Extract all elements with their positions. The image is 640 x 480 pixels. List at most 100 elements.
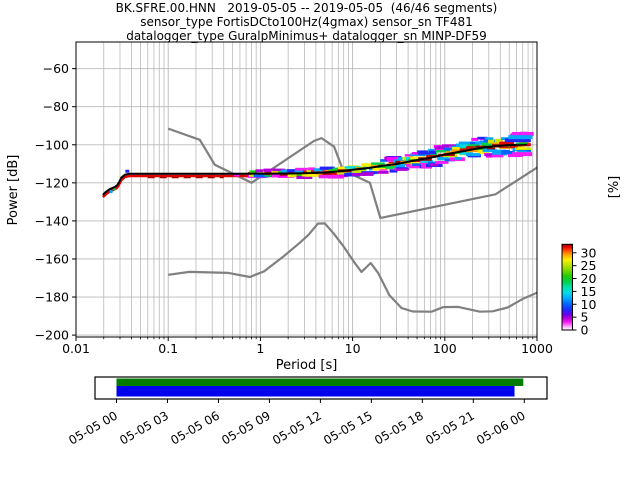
histogram-speck [504,138,531,143]
histogram-cell [397,157,408,161]
histogram-cell [466,146,481,149]
histogram-cell [361,172,374,176]
histogram-cell [386,157,398,161]
histogram-cell [351,173,366,176]
histogram-cell [486,146,495,150]
histogram-cell [338,174,348,178]
histogram-cell [466,149,482,153]
histogram-cell [509,144,518,148]
histogram-cell [385,165,398,169]
histogram-cell [378,171,389,174]
histogram-speck [112,187,116,191]
histogram-cell [517,146,526,150]
y-tick-label: −160 [35,251,69,266]
histogram-cell [443,147,459,151]
x-tick-label: 1000 [521,341,553,356]
x-tick-label: 0.01 [62,341,90,356]
histogram-cell [307,167,316,171]
time-tick-label: 05-05 18 [372,408,426,447]
histogram-cell [253,174,270,178]
x-tick-label: 10 [345,341,361,356]
histogram-cell [454,156,462,160]
histogram-cell [336,171,350,175]
histogram-cell [389,169,398,173]
histogram-cell [482,149,498,153]
grid [75,42,538,337]
histogram-cell [442,144,459,147]
histogram-cell [517,149,532,152]
histogram-cell [277,175,295,178]
histogram-cell [372,168,380,171]
y-tick-label: −180 [35,290,69,305]
histogram-cell [338,166,351,171]
x-tick-label: 0.1 [158,341,178,356]
histogram-cell [263,168,279,172]
histogram-cell [313,168,323,172]
histogram-cell [411,163,422,167]
histogram-cell [477,136,488,140]
histogram-cell [458,141,473,146]
time-tick-label: 05-05 06 [168,408,222,447]
colorbar-tick-label: 20 [581,271,597,286]
histogram-cell [492,151,507,156]
histogram-cell [318,174,336,179]
histogram-cell [492,149,506,153]
x-tick-label: 100 [433,341,457,356]
histogram-cell [427,161,437,166]
histogram-cell [429,163,439,167]
histogram-cell [255,169,269,173]
colorbar-border [561,243,573,331]
segments-bar [116,386,515,397]
y-tick-label: −100 [35,137,69,152]
histogram-cell [488,139,495,144]
time-tick-label: 05-05 21 [423,408,477,447]
histogram-cell [406,164,414,167]
histogram-cell [466,153,481,157]
histogram-speck [249,170,256,174]
histogram-cell [404,154,414,157]
colorbar-tick-label: 15 [581,284,597,299]
histogram-cell [380,159,389,162]
colorbar-tick-label: 5 [581,310,589,325]
colorbar-tick-label: 0 [581,323,589,338]
histogram-cell [434,146,449,150]
colorbar-tick-label: 10 [581,297,597,312]
time-tick-label: 05-06 00 [474,408,528,447]
data-availability-bar [116,378,524,386]
mode-line [102,143,528,196]
histogram-cell [435,161,449,164]
histogram-cell [459,151,473,155]
histogram-cell [484,137,494,141]
histogram-cell [325,169,332,172]
histogram-cell [421,162,430,166]
histogram-cell [436,150,450,153]
histogram-speck [512,152,533,157]
histogram-cell [492,142,506,146]
histogram-cell [319,166,335,170]
y-tick-label: −200 [35,328,69,343]
figure-title-line1: BK.SFRE.00.HNN 2019-05-05 -- 2019-05-05 … [115,1,498,15]
histogram-cell [471,137,479,141]
histogram-cell [409,165,424,169]
histogram-cell [495,138,503,143]
y-tick-label: −60 [43,61,69,76]
y-tick-label: −140 [35,213,69,228]
histogram-cell [344,166,362,169]
histogram-cell [467,144,480,148]
histogram-speck [125,169,130,173]
histogram-cell [500,141,514,145]
histogram-cell [470,141,477,146]
x-tick-label: 1 [256,341,264,356]
histogram-cell [460,146,470,150]
time-tick-label: 05-05 03 [117,408,171,447]
time-tick-label: 05-05 15 [321,408,375,447]
histogram-cell [271,170,285,175]
histogram-cell [502,151,513,155]
histogram-cell [481,142,498,146]
histogram-cell [434,148,450,152]
histogram-cell [328,169,344,172]
histogram-cell [417,150,433,155]
